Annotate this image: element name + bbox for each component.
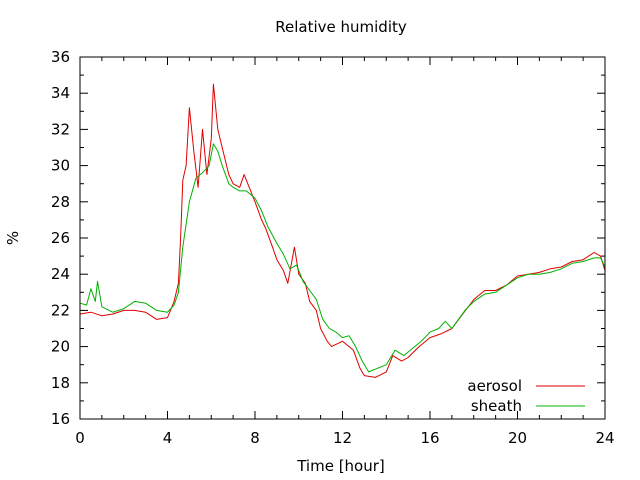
y-tick-label: 32 (51, 120, 70, 138)
chart-title: Relative humidity (275, 18, 407, 36)
x-tick-label: 8 (250, 429, 260, 447)
series-group (79, 83, 606, 378)
y-tick-label: 30 (51, 157, 70, 175)
plot-frame (79, 56, 606, 420)
y-tick-label: 34 (51, 84, 70, 102)
x-tick-label: 16 (420, 429, 439, 447)
x-axis-label: Time [hour] (296, 457, 385, 475)
y-axis-label: % (4, 231, 22, 245)
x-tick-label: 24 (595, 429, 614, 447)
y-tick-label: 22 (51, 301, 70, 319)
x-tick-label: 4 (163, 429, 173, 447)
legend: aerosol sheath (467, 377, 585, 415)
series-line-sheath (79, 143, 606, 373)
axis-ticks: 0 4 8 12 16 20 24 16 18 20 22 24 26 28 30 32 34 36 (51, 48, 615, 447)
y-tick-label: 36 (51, 48, 70, 66)
legend-label-sheath: sheath (471, 397, 522, 415)
y-tick-label: 28 (51, 193, 70, 211)
legend-label-aerosol: aerosol (467, 377, 522, 395)
y-tick-label: 20 (51, 338, 70, 356)
y-tick-label: 16 (51, 410, 70, 428)
x-tick-label: 20 (508, 429, 527, 447)
y-tick-label: 26 (51, 229, 70, 247)
series-line-aerosol (79, 83, 606, 378)
x-tick-label: 0 (75, 429, 85, 447)
y-tick-label: 24 (51, 265, 70, 283)
x-tick-label: 12 (333, 429, 352, 447)
y-tick-label: 18 (51, 374, 70, 392)
